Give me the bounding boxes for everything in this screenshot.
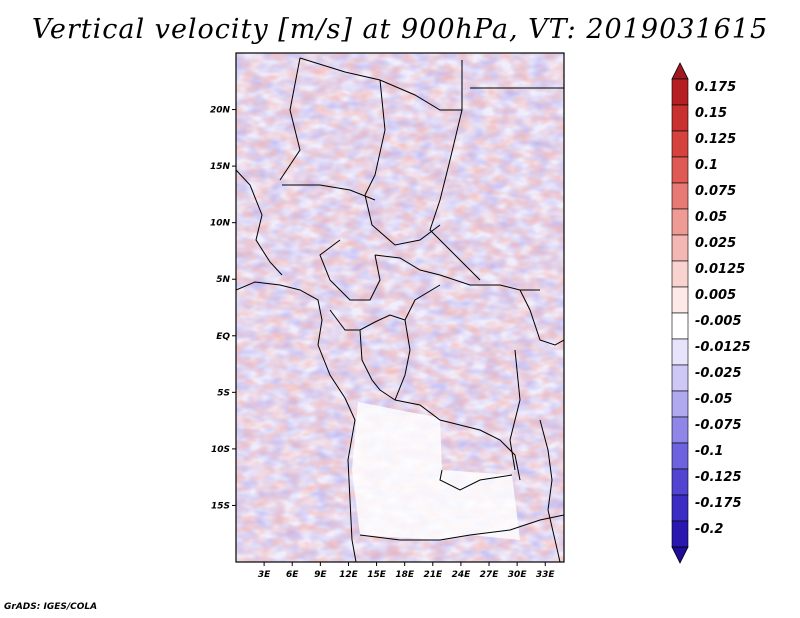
lon-tick-label: 3E — [258, 570, 271, 580]
velocity-field — [236, 53, 564, 562]
map-frame — [235, 52, 565, 563]
colorbar-label: 0.125 — [695, 132, 736, 147]
colorbar-label: 0.175 — [695, 80, 736, 95]
colorbar-swatch — [671, 312, 689, 340]
lon-tick-label: 6E — [286, 570, 299, 580]
colorbar-swatch — [671, 182, 689, 210]
colorbar-bottom-arrow — [671, 546, 689, 564]
colorbar-swatch — [671, 156, 689, 184]
colorbar-swatch — [671, 468, 689, 496]
lon-tick-label: 21E — [423, 570, 443, 580]
colorbar-swatch — [671, 338, 689, 366]
colorbar-swatch — [671, 234, 689, 262]
colorbar-label: -0.075 — [695, 418, 742, 433]
lat-tick-label: 15S — [211, 501, 230, 511]
lat-tick-label: 10N — [210, 219, 231, 229]
colorbar-swatch — [671, 208, 689, 236]
colorbar-swatch — [671, 390, 689, 418]
colorbar-label: 0.15 — [695, 106, 727, 121]
grads-credit: GrADS: IGES/COLA — [4, 602, 98, 612]
colorbar-label: -0.175 — [695, 496, 742, 511]
lon-tick-label: 33E — [536, 570, 556, 580]
colorbar-label: 0.025 — [695, 236, 736, 251]
colorbar-label: -0.125 — [695, 470, 742, 485]
colorbar-swatch — [671, 286, 689, 314]
calm-region — [352, 402, 520, 540]
lon-tick-label: 15E — [367, 570, 387, 580]
colorbar-swatch — [671, 364, 689, 392]
lat-tick-label: 5S — [217, 388, 230, 398]
lat-tick-label: 10S — [211, 445, 230, 455]
longitude-axis: 3E 6E 9E 12E 15E 18E 21E 24E 27E 30E 33E — [258, 562, 556, 580]
colorbar-swatch — [671, 442, 689, 470]
colorbar-swatch — [671, 104, 689, 132]
lon-tick-label: 18E — [395, 570, 415, 580]
colorbar-swatch — [671, 78, 689, 106]
lon-tick-label: 12E — [339, 570, 359, 580]
colorbar-label: -0.2 — [695, 522, 723, 537]
colorbar-swatch — [671, 260, 689, 288]
colorbar-label: 0.075 — [695, 184, 736, 199]
colorbar-label: 0.005 — [695, 288, 736, 303]
colorbar-label: -0.05 — [695, 392, 732, 407]
colorbar-label: 0.05 — [695, 210, 727, 225]
colorbar-label: 0.1 — [695, 158, 718, 173]
lon-tick-label: 27E — [480, 570, 500, 580]
colorbar: 0.175 0.15 0.125 0.1 0.075 0.05 0.025 0.0125 0.0… — [671, 62, 751, 564]
colorbar-label: -0.0125 — [695, 340, 751, 355]
chart-title: Vertical velocity [m/s] at 900hPa, VT: 2… — [31, 14, 769, 45]
lon-tick-label: 24E — [452, 570, 472, 580]
colorbar-label: -0.1 — [695, 444, 723, 459]
colorbar-swatch — [671, 494, 689, 522]
colorbar-label: -0.005 — [695, 314, 742, 329]
lat-tick-label: 15N — [210, 162, 231, 172]
lon-tick-label: 30E — [508, 570, 528, 580]
lat-tick-label: 20N — [210, 106, 231, 116]
lon-tick-label: 9E — [314, 570, 327, 580]
colorbar-swatch — [671, 520, 689, 548]
colorbar-label: 0.0125 — [695, 262, 745, 277]
lat-tick-label: 5N — [216, 275, 230, 285]
colorbar-label: -0.025 — [695, 366, 742, 381]
country-borders — [236, 57, 564, 562]
colorbar-top-arrow — [671, 62, 689, 80]
lat-tick-label: EQ — [216, 332, 230, 342]
latitude-axis: 20N 15N 10N 5N EQ 5S 10S 15S — [210, 106, 236, 511]
colorbar-swatch — [671, 416, 689, 444]
colorbar-swatch — [671, 130, 689, 158]
